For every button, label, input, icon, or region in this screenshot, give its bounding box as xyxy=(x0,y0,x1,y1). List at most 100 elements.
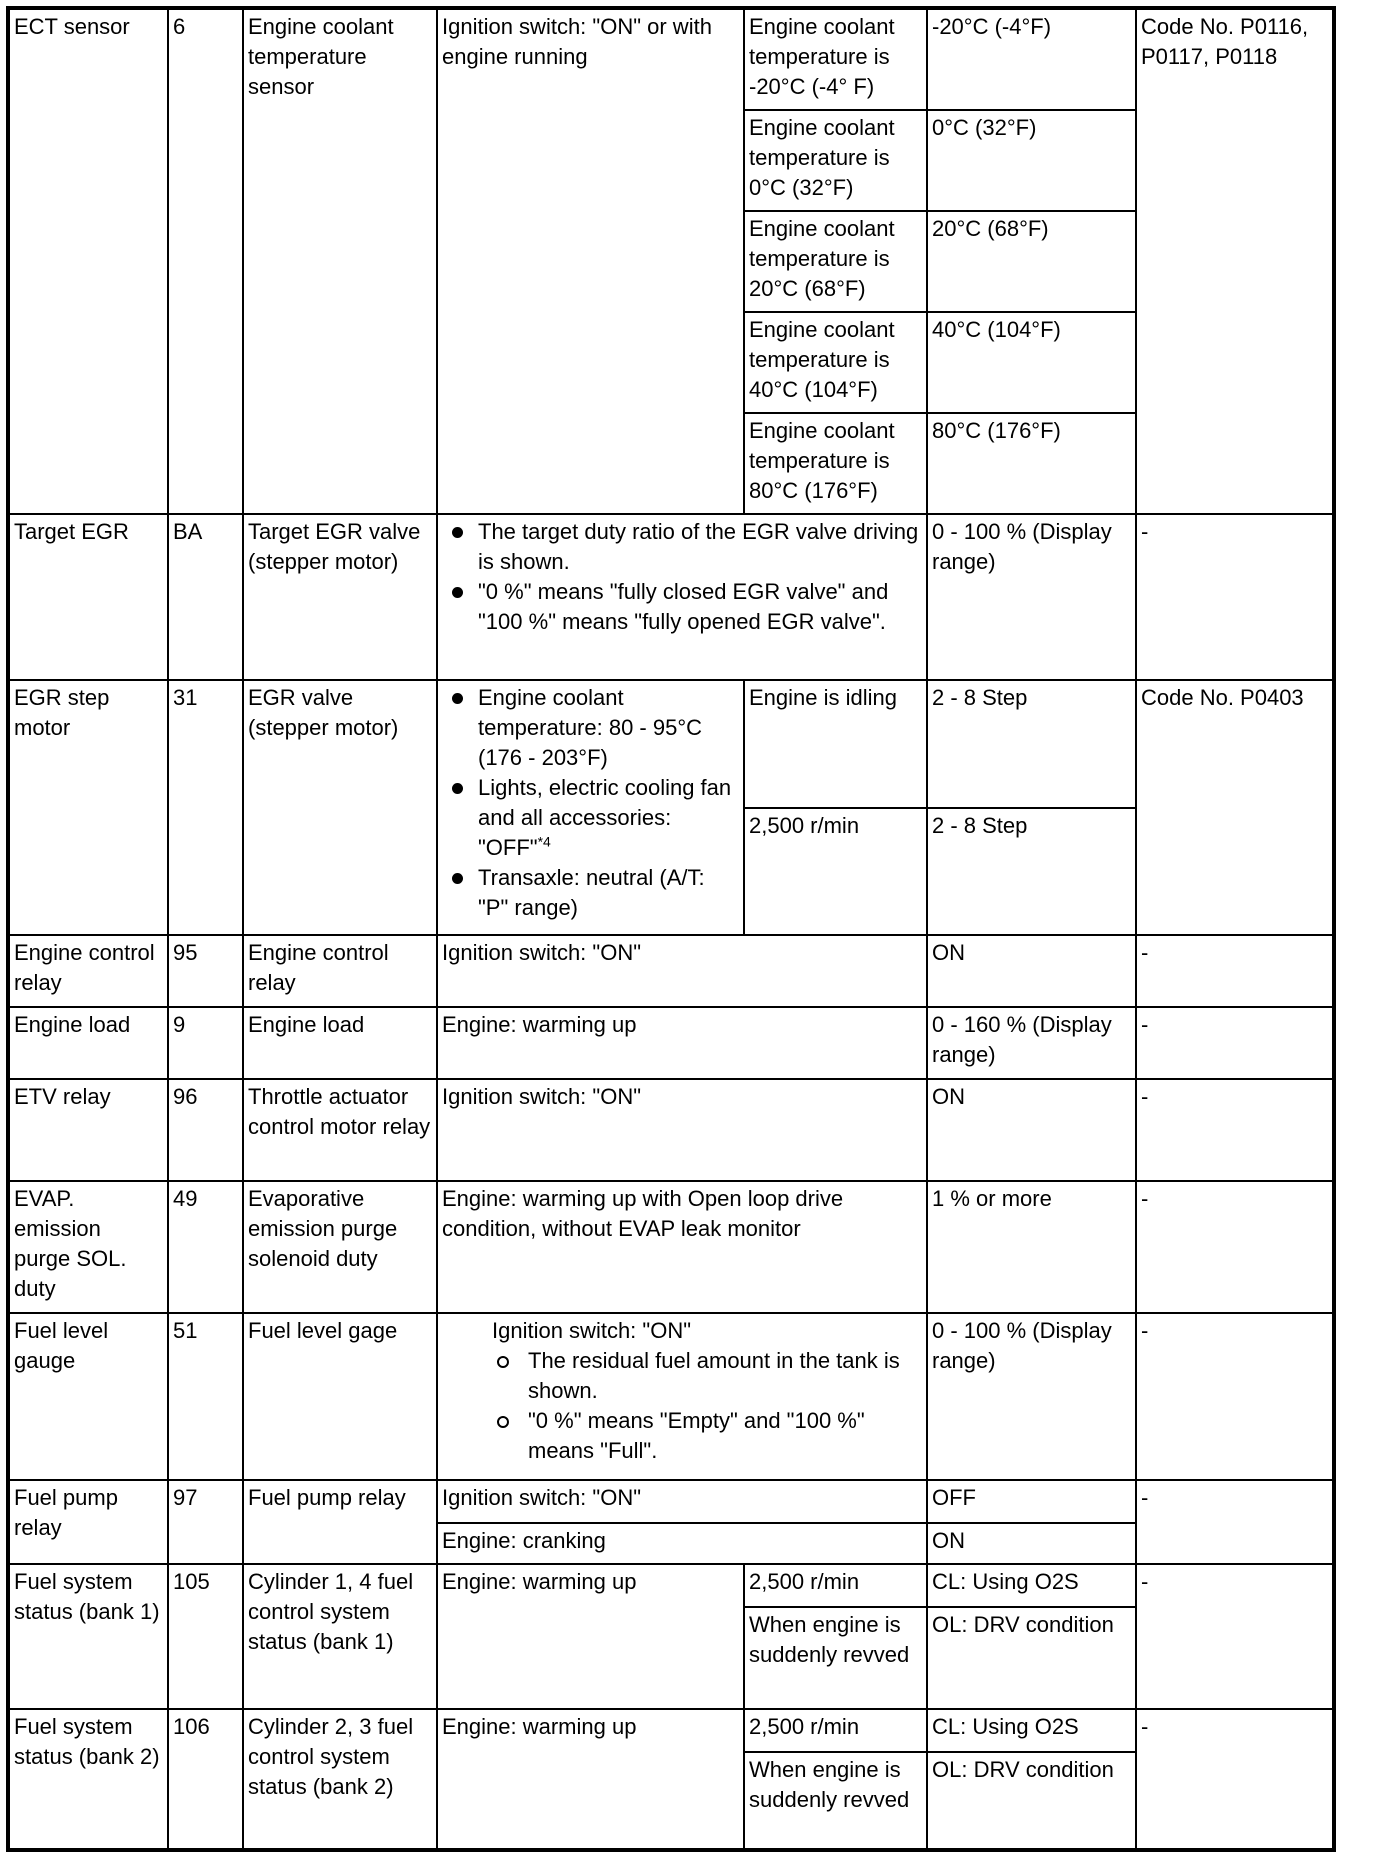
component: Throttle actuator control motor relay xyxy=(242,1078,438,1182)
component: Fuel level gage xyxy=(242,1312,438,1481)
condition: Ignition switch: "ON" xyxy=(436,1078,928,1182)
value: 0°C (32°F) xyxy=(926,109,1137,212)
value: 0 - 100 % (Display range) xyxy=(926,513,1137,681)
table-row: Engine load 9 Engine load Engine: warming u… xyxy=(7,1006,1335,1080)
component: Fuel pump relay xyxy=(242,1479,438,1565)
value: 0 - 160 % (Display range) xyxy=(926,1006,1137,1080)
item-id: 105 xyxy=(167,1563,244,1710)
condition: Engine coolant temperature: 80 - 95°C (1… xyxy=(436,679,745,936)
reference: - xyxy=(1135,1479,1335,1565)
sub-condition: When engine is suddenly revved xyxy=(743,1606,928,1710)
condition: The target duty ratio of the EGR valve d… xyxy=(436,513,928,681)
footnote-mark: *4 xyxy=(537,833,551,850)
table-row: Engine coolant temperature is 20°C (68°F… xyxy=(8,210,1334,313)
reference: - xyxy=(1135,1078,1335,1182)
value: 0 - 100 % (Display range) xyxy=(926,1312,1137,1481)
reference: - xyxy=(1135,1312,1335,1481)
item-name: EVAP. emission purge SOL. duty xyxy=(7,1180,169,1314)
table-row: Fuel system status (bank 2) 106 Cylinder 2… xyxy=(7,1708,1335,1851)
item-name: Fuel pump relay xyxy=(7,1479,169,1565)
item-name: Fuel system status (bank 2) xyxy=(7,1708,169,1851)
reference: - xyxy=(1135,1180,1335,1314)
table-row: ECT sensor 6 Engine coolant temperature … xyxy=(7,7,1335,515)
value: 1 % or more xyxy=(926,1180,1137,1314)
value: ON xyxy=(926,1522,1137,1565)
value: 40°C (104°F) xyxy=(926,311,1137,414)
table-row: When engine is suddenly revved OL: DRV co… xyxy=(8,1606,1334,1710)
component: Engine load xyxy=(242,1006,438,1080)
sub-condition: Engine coolant temperature is 80°C (176°… xyxy=(743,412,928,515)
component: Target EGR valve (stepper motor) xyxy=(242,513,438,681)
value: -20°C (-4°F) xyxy=(926,7,1137,111)
condition: Ignition switch: "ON" xyxy=(436,934,928,1008)
value: ON xyxy=(926,1078,1137,1182)
bullet-item: Lights, electric cooling fan and all acc… xyxy=(442,773,739,863)
reference: Code No. P0116, P0117, P0118 xyxy=(1135,7,1335,515)
item-name: Fuel system status (bank 1) xyxy=(7,1563,169,1710)
sub-condition: Engine coolant temperature is 0°C (32°F) xyxy=(743,109,928,212)
reference: - xyxy=(1135,513,1335,681)
value: 80°C (176°F) xyxy=(926,412,1137,515)
table-row: Fuel pump relay 97 Fuel pump relay Ignitio… xyxy=(7,1479,1335,1565)
bullet-item: The target duty ratio of the EGR valve d… xyxy=(442,517,922,577)
bullet-item: "0 %" means "fully closed EGR valve" and… xyxy=(442,577,922,637)
bullet-item: "0 %" means "Empty" and "100 %" means "F… xyxy=(492,1406,922,1466)
component: Cylinder 1, 4 fuel control system status… xyxy=(242,1563,438,1710)
value: OFF xyxy=(926,1479,1137,1524)
table-row: Engine coolant temperature is 0°C (32°F)… xyxy=(8,109,1334,212)
item-id: 31 xyxy=(167,679,244,936)
table-row: ETV relay 96 Throttle actuator control mot… xyxy=(7,1078,1335,1182)
value: OL: DRV condition xyxy=(926,1606,1137,1710)
item-name: EGR step motor xyxy=(7,679,169,936)
item-name: Fuel level gauge xyxy=(7,1312,169,1481)
sub-condition: When engine is suddenly revved xyxy=(743,1751,928,1851)
condition: Engine: warming up xyxy=(436,1563,745,1710)
item-id: 49 xyxy=(167,1180,244,1314)
item-id: 106 xyxy=(167,1708,244,1851)
item-id: 9 xyxy=(167,1006,244,1080)
table-row: When engine is suddenly revved OL: DRV co… xyxy=(8,1751,1334,1851)
item-name: Engine control relay xyxy=(7,934,169,1008)
sub-condition: 2,500 r/min xyxy=(743,1563,928,1608)
item-name: ETV relay xyxy=(7,1078,169,1182)
data-monitor-table: ECT sensor 6 Engine coolant temperature … xyxy=(6,6,1336,1852)
item-id: 97 xyxy=(167,1479,244,1565)
table-row: Engine control relay 95 Engine control rel… xyxy=(7,934,1335,1008)
table-row: Target EGR BA Target EGR valve (stepper … xyxy=(7,513,1335,681)
sub-condition: 2,500 r/min xyxy=(743,807,928,936)
item-id: 95 xyxy=(167,934,244,1008)
condition: Ignition switch: "ON" xyxy=(436,1479,928,1524)
sub-condition: Engine coolant temperature is -20°C (-4°… xyxy=(743,7,928,111)
table-row: Engine: cranking ON xyxy=(8,1522,1334,1565)
component: Cylinder 2, 3 fuel control system status… xyxy=(242,1708,438,1851)
condition: Ignition switch: "ON" or with engine run… xyxy=(436,7,745,515)
component: Engine control relay xyxy=(242,934,438,1008)
component: Engine coolant temperature sensor xyxy=(242,7,438,515)
reference: - xyxy=(1135,934,1335,1008)
item-name: Target EGR xyxy=(7,513,169,681)
bullet-item: The residual fuel amount in the tank is … xyxy=(492,1346,922,1406)
component: EGR valve (stepper motor) xyxy=(242,679,438,936)
value: CL: Using O2S xyxy=(926,1708,1137,1753)
item-name: Engine load xyxy=(7,1006,169,1080)
item-name: ECT sensor xyxy=(7,7,169,515)
reference: - xyxy=(1135,1563,1335,1710)
bullet-text: Lights, electric cooling fan and all acc… xyxy=(478,775,732,860)
condition: Engine: warming up xyxy=(436,1006,928,1080)
value: 2 - 8 Step xyxy=(926,679,1137,809)
reference: - xyxy=(1135,1708,1335,1851)
table-row: 2,500 r/min 2 - 8 Step xyxy=(8,807,1334,936)
condition: Engine: cranking xyxy=(436,1522,928,1565)
table-row: Fuel system status (bank 1) 105 Cylinder 1… xyxy=(7,1563,1335,1710)
table-row: EGR step motor 31 EGR valve (stepper mot… xyxy=(7,679,1335,936)
item-id: 51 xyxy=(167,1312,244,1481)
reference: - xyxy=(1135,1006,1335,1080)
sub-condition: Engine is idling xyxy=(743,679,928,809)
item-id: 96 xyxy=(167,1078,244,1182)
item-id: BA xyxy=(167,513,244,681)
item-id: 6 xyxy=(167,7,244,515)
value: ON xyxy=(926,934,1137,1008)
component: Evaporative emission purge solenoid duty xyxy=(242,1180,438,1314)
condition-text: Ignition switch: "ON" xyxy=(492,1318,692,1343)
condition: Engine: warming up with Open loop drive … xyxy=(436,1180,928,1314)
